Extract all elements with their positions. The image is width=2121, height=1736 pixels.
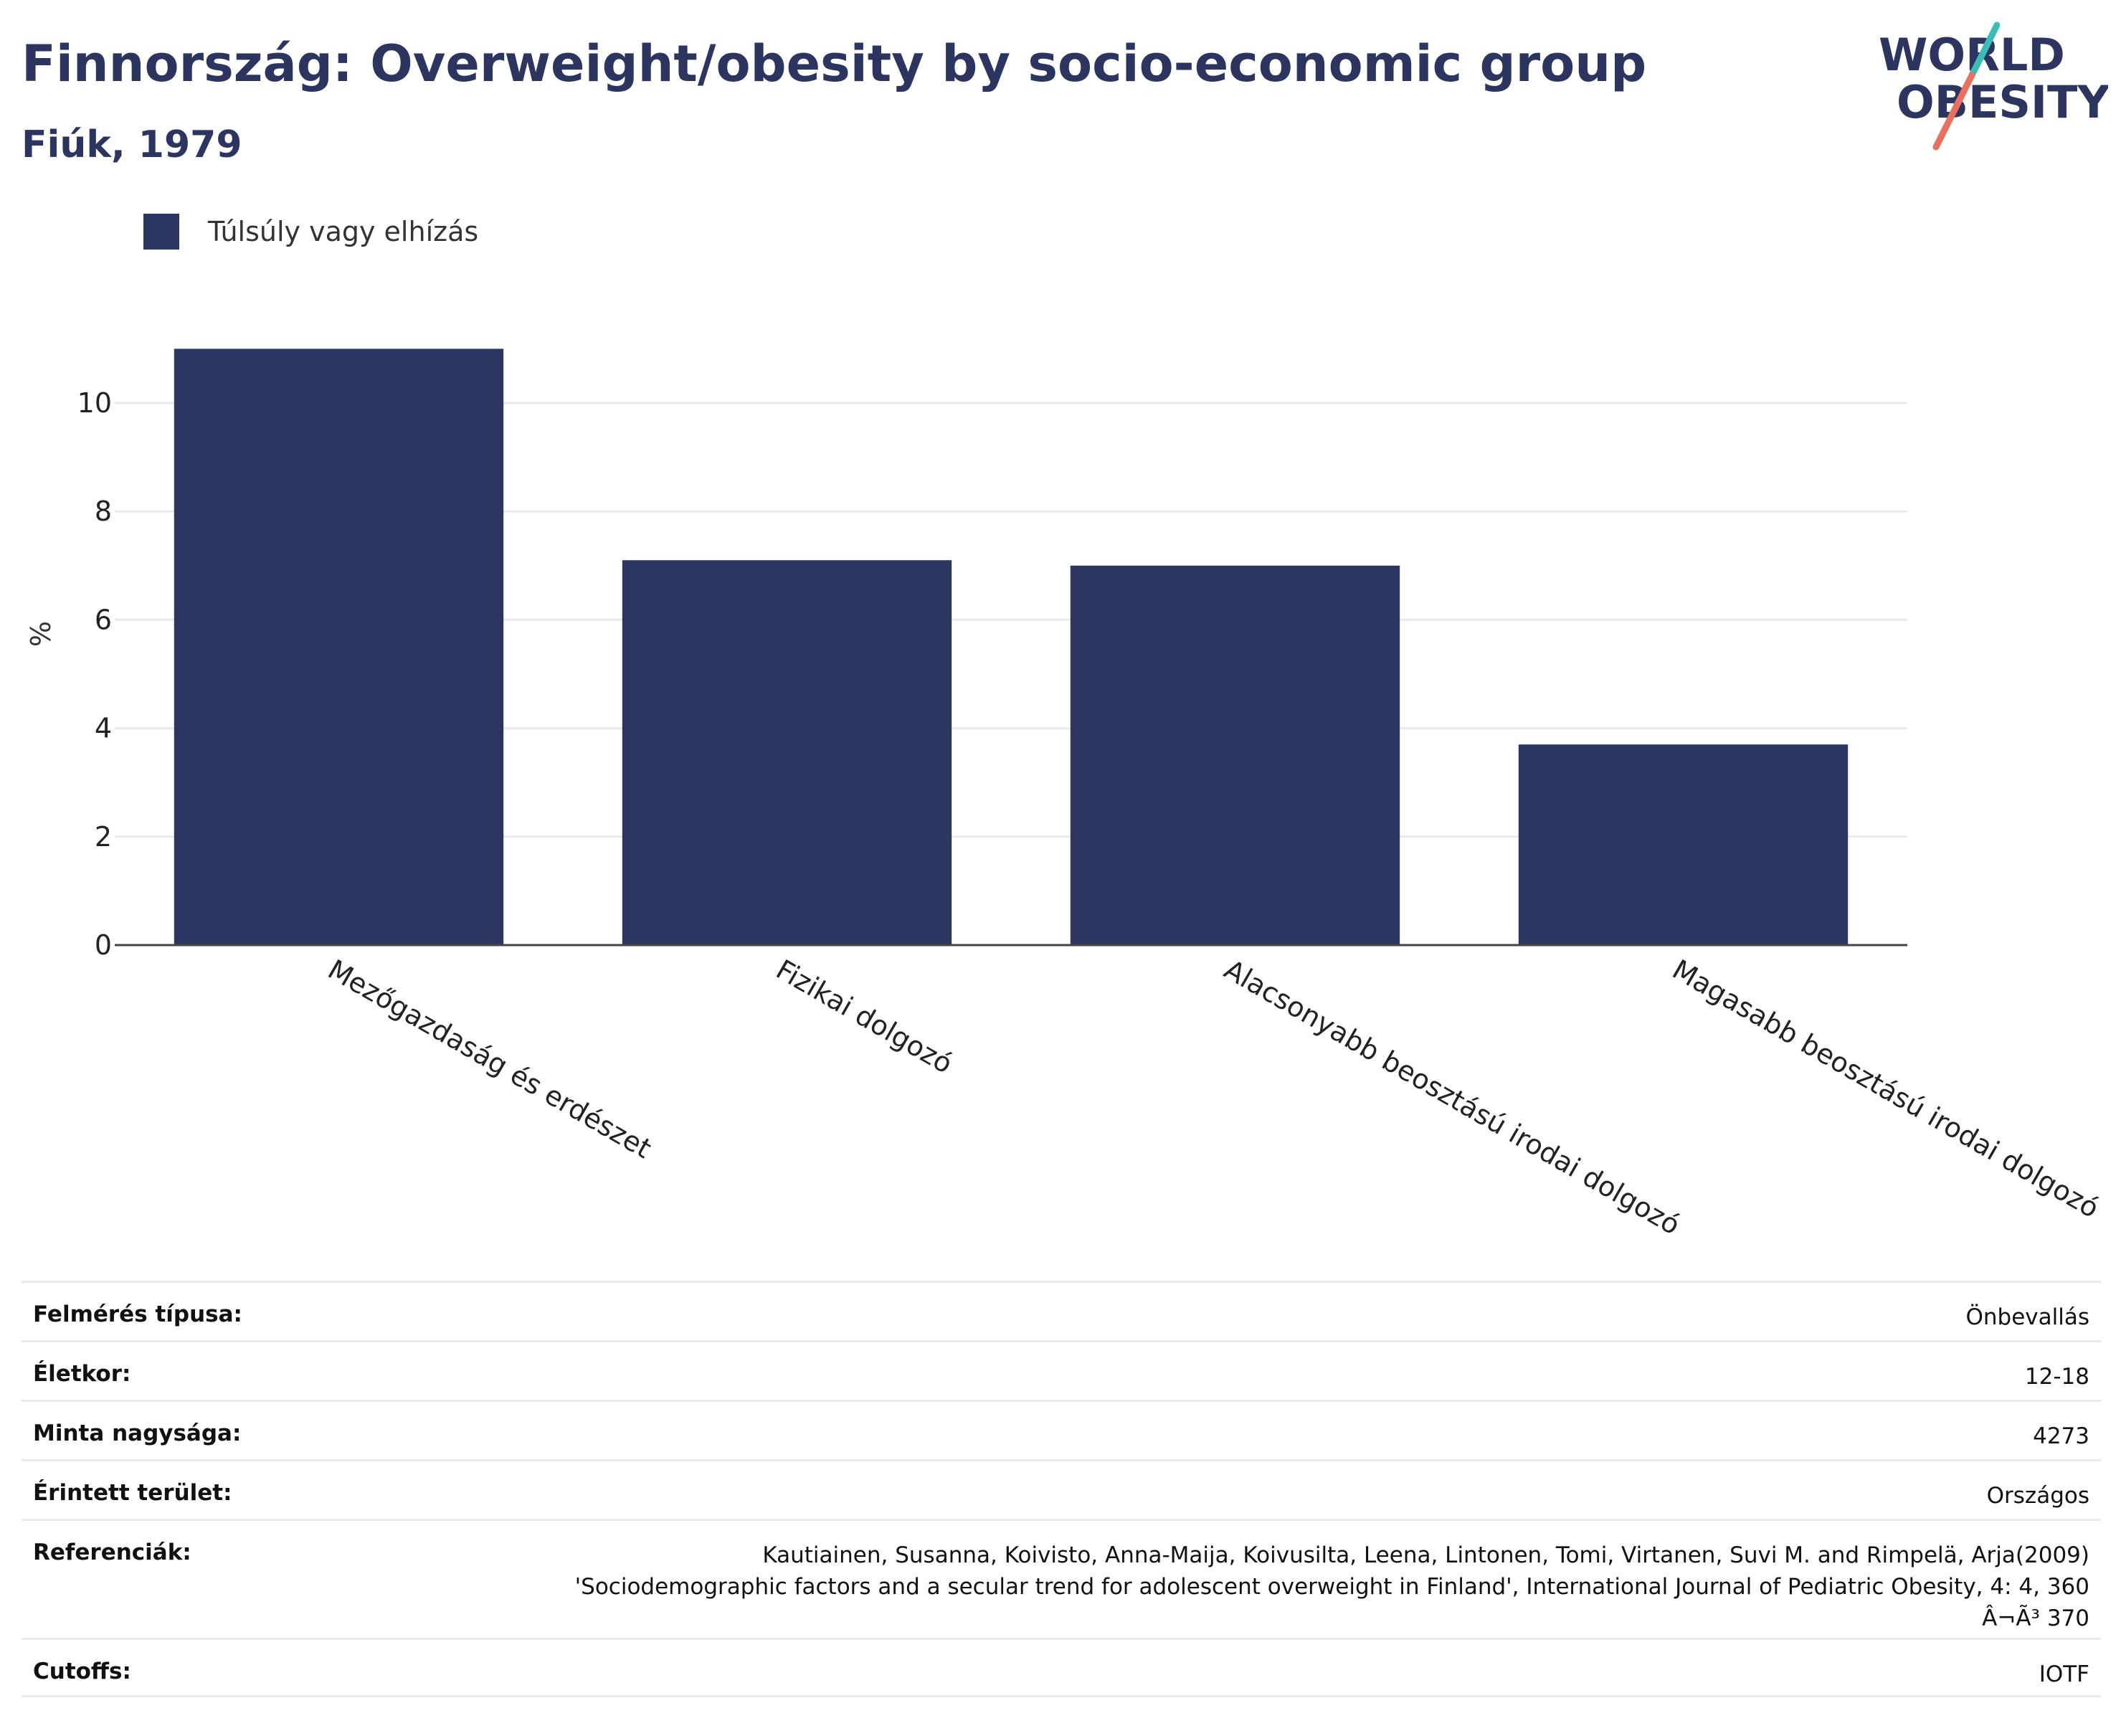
bar [622, 560, 952, 945]
y-tick-label: 8 [95, 495, 112, 527]
logo-slash-teal [1968, 22, 2001, 79]
y-axis-ticks: 0 2 4 6 8 10 [77, 387, 112, 961]
metadata-row: Cutoffs: IOTF [22, 1638, 2101, 1697]
y-tick-label: 2 [95, 821, 112, 853]
bar [174, 348, 504, 945]
metadata-key: Életkor: [33, 1361, 131, 1387]
x-tick-label: Mezőgazdaság és erdészet [323, 954, 657, 1165]
metadata-value: Kautiainen, Susanna, Koivisto, Anna-Maij… [574, 1542, 2089, 1631]
metadata-value: 12-18 [2024, 1364, 2089, 1390]
metadata-row: Minta nagysága: 4273 [22, 1400, 2101, 1459]
metadata-row: Érintett terület: Országos [22, 1459, 2101, 1519]
chart-title: Finnország: Overweight/obesity by socio-… [22, 34, 1647, 93]
logo-slash-red [1932, 72, 1975, 151]
x-tick-label: Alacsonyabb beosztású irodai dolgozó [1219, 954, 1686, 1241]
metadata-key: Felmérés típusa: [33, 1301, 242, 1327]
legend-label: Túlsúly vagy elhízás [208, 216, 479, 247]
metadata-key: Érintett terület: [33, 1480, 232, 1506]
y-tick-label: 0 [95, 929, 112, 961]
bars [174, 348, 1849, 945]
metadata-row: Életkor: 12-18 [22, 1340, 2101, 1400]
x-tick-label: Fizikai dolgozó [771, 954, 958, 1080]
metadata-key: Minta nagysága: [33, 1420, 242, 1446]
metadata-value: Önbevallás [1965, 1304, 2089, 1330]
metadata-table: Felmérés típusa: Önbevallás Életkor: 12-18 M… [22, 1281, 2101, 1697]
bar [1070, 565, 1400, 945]
y-tick-label: 4 [95, 713, 112, 744]
logo-word-obesity: OBESITY [1897, 76, 2108, 128]
y-tick-label: 6 [95, 604, 112, 635]
legend-swatch [143, 214, 179, 250]
chart-legend[interactable]: Túlsúly vagy elhízás [143, 214, 478, 250]
metadata-value: 4273 [2033, 1423, 2089, 1449]
x-axis-ticks: Mezőgazdaság és erdészet Fizikai dolgozó A… [323, 954, 2105, 1241]
world-obesity-logo: WORLD OBESITY [1879, 22, 2108, 151]
bar [1518, 744, 1849, 945]
metadata-key: Referenciák: [33, 1540, 191, 1565]
chart-subtitle: Fiúk, 1979 [22, 123, 242, 166]
y-tick-label: 10 [77, 387, 112, 419]
metadata-key: Cutoffs: [33, 1659, 131, 1684]
metadata-value: IOTF [2039, 1661, 2089, 1687]
x-tick-label: Magasabb beosztású irodai dolgozó [1667, 954, 2105, 1224]
metadata-row: Felmérés típusa: Önbevallás [22, 1281, 2101, 1340]
y-axis-label: % [25, 621, 57, 647]
metadata-value: Országos [1986, 1483, 2089, 1509]
bar-chart: 0 2 4 6 8 10 Mezőgazdaság és erdészet Fizikai … [25, 348, 2105, 1241]
metadata-row: Referenciák: Kautiainen, Susanna, Koivist… [22, 1519, 2101, 1638]
